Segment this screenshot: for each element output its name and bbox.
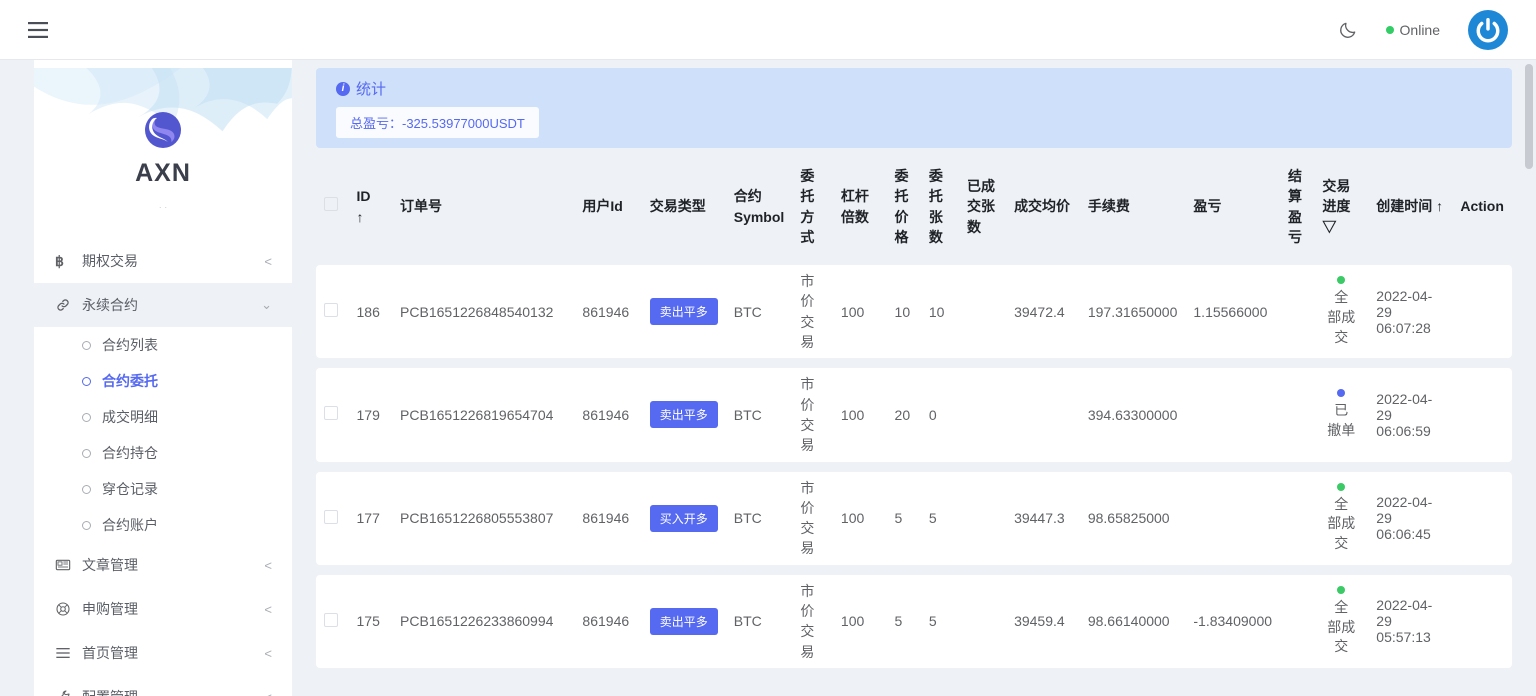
svg-text:฿: ฿ [55, 253, 64, 269]
